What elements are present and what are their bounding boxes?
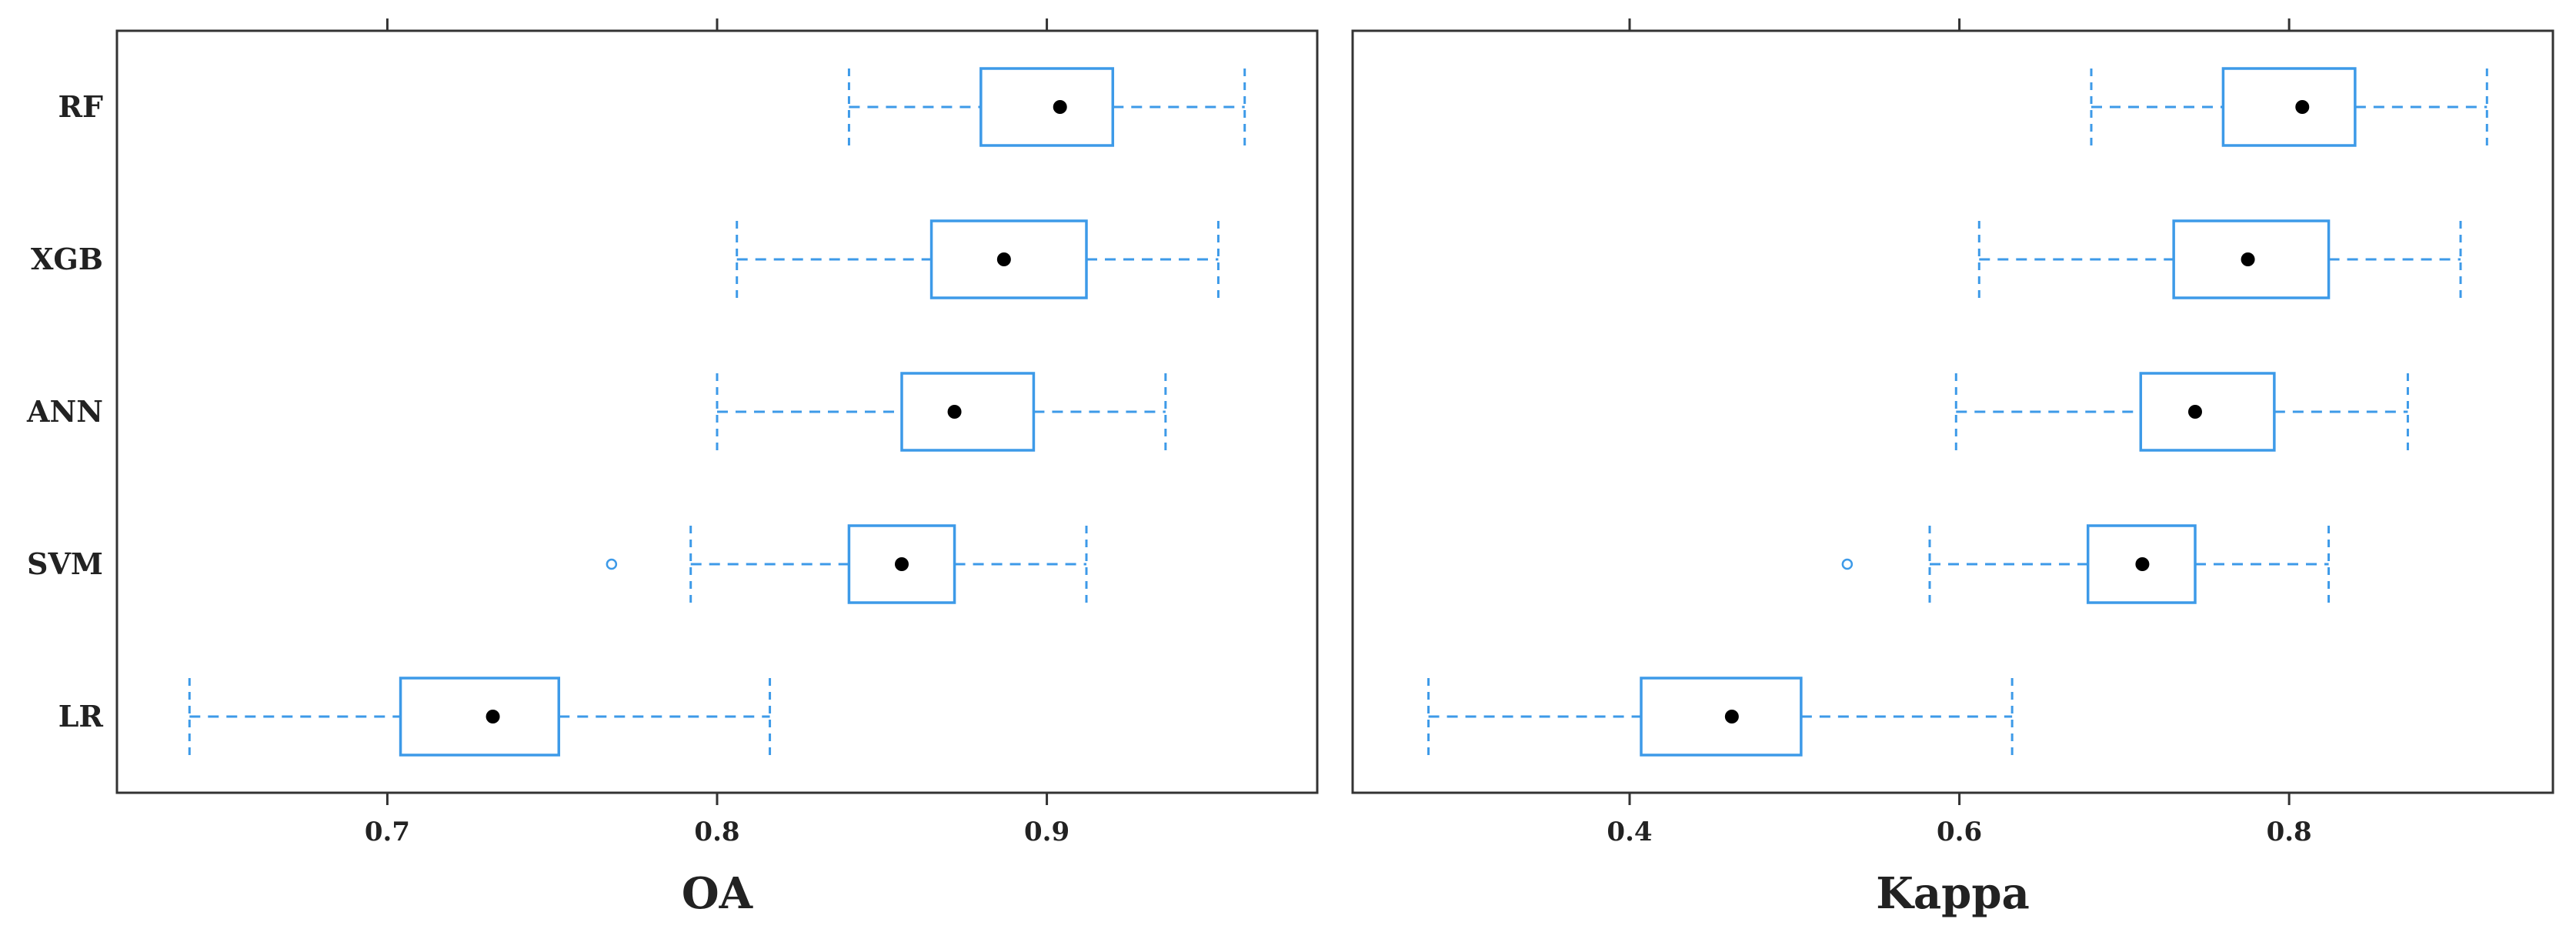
kappa-tick-label: 0.4 — [1607, 817, 1652, 847]
panel-kappa-frame — [1351, 29, 2554, 794]
kappa-outlier-point — [1841, 558, 1854, 570]
oa-tick-label: 0.8 — [694, 817, 739, 847]
oa-median-dot — [1053, 100, 1067, 114]
oa-box — [979, 67, 1115, 147]
category-label: XGB — [31, 242, 103, 276]
kappa-box — [2221, 67, 2357, 147]
kappa-box — [2172, 219, 2331, 299]
oa-median-dot — [895, 557, 909, 571]
oa-box — [929, 219, 1088, 299]
oa-box — [399, 677, 561, 757]
oa-box — [900, 372, 1036, 452]
kappa-median-dot — [2295, 100, 2310, 114]
category-label: ANN — [26, 394, 103, 429]
kappa-tick-label: 0.8 — [2267, 817, 2312, 847]
category-label: LR — [58, 699, 104, 733]
oa-box — [847, 524, 956, 604]
panel-oa-xlabel: OA — [682, 868, 754, 919]
oa-outlier-point — [606, 558, 618, 570]
kappa-box — [1640, 677, 1803, 757]
kappa-median-dot — [2135, 557, 2150, 571]
category-label: RF — [58, 89, 103, 124]
kappa-median-dot — [2188, 405, 2202, 419]
oa-median-dot — [996, 252, 1011, 266]
oa-tick-label: 0.7 — [365, 817, 410, 847]
panel-oa-marks: 0.7 0.8 0.9 RF XGB ANN SVM LR — [26, 18, 1246, 847]
kappa-median-dot — [2241, 252, 2255, 266]
panel-kappa: Kappa 0.4 0.6 0.8 — [1351, 18, 2554, 919]
category-label: SVM — [27, 546, 103, 581]
panel-kappa-marks: 0.4 0.6 0.8 — [1427, 18, 2488, 847]
oa-median-dot — [486, 710, 500, 723]
panel-oa: OA 0.7 0.8 0.9 RF XGB ANN SVM LR — [26, 18, 1319, 919]
kappa-box — [2086, 524, 2197, 604]
kappa-median-dot — [1724, 710, 1739, 723]
panel-kappa-xlabel: Kappa — [1876, 868, 2030, 919]
kappa-box — [2139, 372, 2276, 452]
oa-median-dot — [947, 405, 962, 419]
oa-tick-label: 0.9 — [1024, 817, 1069, 847]
kappa-tick-label: 0.6 — [1937, 817, 1982, 847]
